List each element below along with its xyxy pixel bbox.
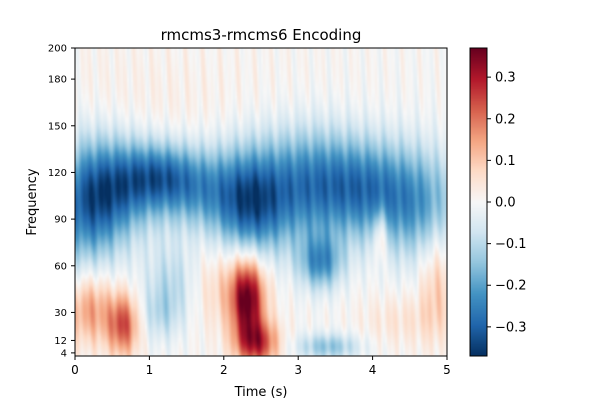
heatmap-image [75,48,447,356]
x-tick-label: 1 [146,363,154,377]
colorbar-tick-label: −0.1 [495,237,527,252]
plot-area [74,47,448,357]
colorbar-ticks: 0.3 0.2 0.1 0.0 −0.1 −0.2 −0.3 [487,71,527,335]
plot-frame [74,47,448,357]
colorbar-tick-label: −0.3 [495,320,527,335]
y-tick-label: 4 [61,348,67,359]
y-axis-label: Frequency [25,168,40,235]
x-axis: 0 1 2 3 4 5 [71,356,451,377]
y-tick-label: 30 [54,308,67,319]
x-tick-label: 4 [369,363,377,377]
y-tick-label: 200 [48,44,67,55]
x-tick-label: 0 [71,363,79,377]
x-tick-label: 2 [220,363,228,377]
y-tick-label: 90 [54,215,67,226]
colorbar: 0.3 0.2 0.1 0.0 −0.1 −0.2 −0.3 [469,47,527,357]
x-tick-label: 5 [443,363,451,377]
y-tick-label: 180 [48,75,67,86]
colorbar-tick-label: 0.3 [495,71,516,86]
chart-title: rmcms3-rmcms6 Encoding [161,26,362,44]
colorbar-tick-label: −0.2 [495,279,527,294]
y-tick-label: 120 [48,168,67,179]
y-tick-label: 150 [48,121,67,132]
colorbar-tick-label: 0.0 [495,196,516,211]
y-axis: 412 30 60 90 120 150 180 200 [48,44,75,359]
x-axis-label: Time (s) [234,385,288,400]
y-tick-label: 60 [54,261,67,272]
x-tick-label: 3 [294,363,302,377]
colorbar-gradient [470,48,487,356]
colorbar-tick-label: 0.2 [495,112,516,127]
y-tick-label: 12 [54,336,67,347]
colorbar-tick-label: 0.1 [495,154,516,169]
